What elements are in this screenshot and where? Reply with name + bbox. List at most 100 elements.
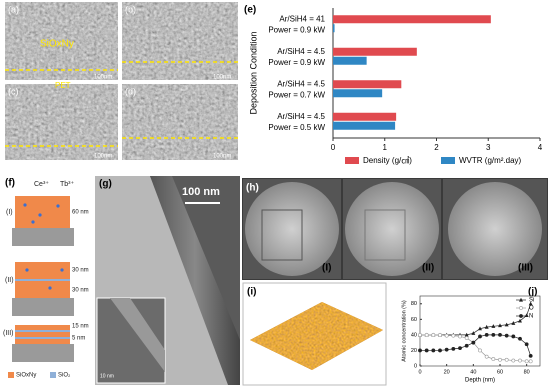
legend-label: Si (529, 298, 534, 304)
legend-swatch (441, 157, 455, 164)
marker (444, 347, 449, 352)
thickness-label: 15 nm (72, 324, 89, 330)
marker (418, 348, 422, 353)
bar (333, 24, 335, 33)
plot-frame (419, 295, 541, 367)
x-tick-label: 80 (524, 369, 530, 375)
thickness-label: 30 nm (72, 268, 89, 274)
marker (464, 336, 469, 340)
y-tick-label: Power = 0.9 kW (268, 25, 325, 34)
sample-label: (II) (422, 263, 434, 274)
layer-label: SiOxNy (40, 39, 74, 50)
y-tick-label: 0 (414, 363, 417, 369)
scale-bar-label: 100nm (213, 154, 231, 160)
y-tick-label: 20 (411, 348, 417, 354)
marker (504, 357, 509, 362)
wafer (345, 182, 439, 276)
bar (333, 56, 367, 65)
substrate (12, 298, 74, 316)
marker (518, 336, 522, 341)
marker (491, 332, 496, 337)
marker (478, 348, 482, 353)
series-line (420, 334, 531, 362)
legend-label: O (529, 306, 534, 312)
layer-label: PET (55, 81, 71, 90)
x-tick-label: 0 (418, 369, 421, 375)
charts: 0 1 2 3 4 Ar/SiH4 = 41 Power = 0.9 kW Ar/SiH4 =… (248, 8, 543, 384)
marker (464, 343, 469, 348)
marker (498, 357, 502, 362)
marker (504, 322, 509, 327)
legend-swatch (345, 157, 359, 164)
panel-label: (d) (125, 86, 136, 96)
tem-image: (g) 100 nm 10 nm (95, 176, 240, 385)
tem-fiber (150, 176, 240, 385)
bar (333, 121, 396, 130)
marker (471, 340, 476, 345)
layer (15, 330, 70, 332)
schematic: (f) Ce³⁺ Tb³⁺ (I) 60 nm (II) 30 nm 30 nm… (3, 178, 89, 379)
y-axis-label: Deposition Condition (248, 31, 258, 114)
panel-label: (a) (8, 4, 19, 14)
marker (444, 333, 449, 338)
sem-image (5, 84, 118, 160)
thickness-label: 30 nm (72, 288, 89, 294)
panel-label: (e) (244, 5, 256, 16)
y-tick-label: Power = 0.5 kW (268, 123, 325, 132)
marker (511, 321, 516, 325)
y-tick-label: Ar/SiH4 = 41 (279, 14, 325, 23)
ion-label: Tb³⁺ (60, 181, 75, 188)
marker (424, 348, 429, 353)
marker (511, 358, 516, 363)
marker (518, 358, 522, 363)
layer (15, 337, 70, 339)
panel-label: (c) (8, 86, 19, 96)
legend-label: N (529, 314, 533, 320)
marker (458, 334, 462, 339)
x-tick-label: 0 (331, 143, 336, 152)
series-line (420, 303, 531, 336)
y-tick-label: Ar/SiH4 = 4.5 (277, 47, 325, 56)
x-tick-label: 3 (486, 143, 491, 152)
x-tick-label: 40 (470, 369, 476, 375)
marker (498, 323, 502, 328)
y-tick-label: 60 (411, 317, 417, 323)
layer (15, 279, 70, 281)
marker (471, 331, 476, 335)
y-tick-label: Power = 0.7 kW (268, 90, 325, 99)
marker (519, 306, 523, 310)
structure-label: (II) (5, 277, 14, 284)
wafer (448, 182, 542, 276)
marker (484, 324, 489, 329)
legend-label: WVTR (g/m².day) (459, 156, 522, 165)
layer (15, 339, 70, 344)
structure-label: (III) (3, 330, 14, 337)
marker (431, 348, 436, 353)
panel-label: (j) (528, 287, 537, 298)
scale-bar-label: 100nm (94, 154, 112, 160)
y-tick-label: Ar/SiH4 = 4.5 (277, 112, 325, 121)
ruler (261, 209, 303, 261)
y-tick-label: 40 (411, 332, 417, 338)
sem-image (5, 2, 118, 80)
panel-label: (g) (99, 179, 112, 190)
ions (23, 203, 64, 290)
marker (418, 332, 422, 337)
marker (438, 348, 442, 353)
photo-panel: (h) (I) (II) (III) (242, 178, 548, 280)
sem-panels: (a) SiOxNy PET (b) (c) (d) 100nm 100nm 1… (5, 2, 238, 160)
marker (528, 359, 533, 364)
x-tick-label: 2 (434, 143, 439, 152)
sem-image (122, 2, 238, 80)
x-tick-label: 20 (444, 369, 450, 375)
marker (478, 334, 482, 339)
marker (504, 333, 509, 338)
scale-bar-label: 100nm (213, 75, 231, 81)
marker (511, 334, 516, 339)
marker (528, 353, 533, 358)
ruler (364, 209, 406, 261)
marker (484, 354, 489, 359)
substrate (12, 344, 74, 362)
thickness-label: 60 nm (72, 210, 89, 216)
x-axis-label: Depth (nm) (465, 378, 495, 384)
